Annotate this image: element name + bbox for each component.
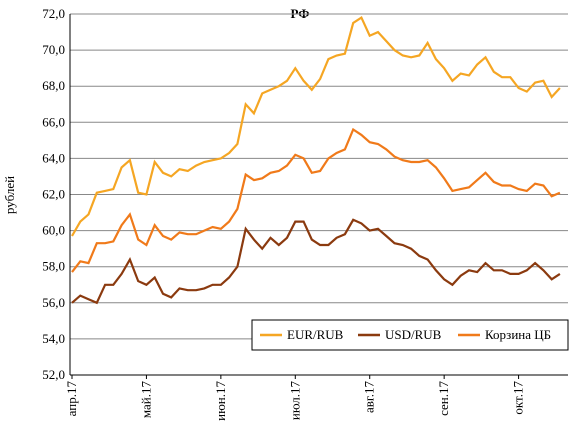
y-tick-label: 56,0: [42, 295, 65, 310]
y-tick-label: 66,0: [42, 114, 65, 129]
x-tick-label: сен.17: [436, 381, 451, 416]
y-tick-label: 64,0: [42, 150, 65, 165]
line-series: [71, 218, 561, 305]
y-tick-label: 60,0: [42, 223, 65, 238]
y-tick-label: 68,0: [42, 78, 65, 93]
legend-label: EUR/RUB: [287, 327, 344, 342]
x-tick-label: июл.17: [287, 381, 302, 421]
y-tick-label: 62,0: [42, 187, 65, 202]
legend-box: [251, 319, 569, 351]
y-tick-label: 58,0: [42, 259, 65, 274]
y-tick-label: 54,0: [42, 331, 65, 346]
y-tick-label: 72,0: [42, 6, 65, 21]
x-tick-label: окт.17: [511, 381, 526, 415]
legend-label: Корзина ЦБ: [485, 327, 551, 342]
y-tick-label: 52,0: [42, 367, 65, 382]
x-tick-label: авг.17: [362, 381, 377, 414]
x-tick-label: май.17: [138, 381, 153, 419]
legend-label: USD/RUB: [385, 327, 442, 342]
line-series: [71, 127, 561, 273]
y-axis-label: рублей: [2, 176, 17, 214]
x-tick-label: апр.17: [64, 381, 79, 417]
line-series: [71, 15, 561, 237]
y-tick-label: 70,0: [42, 42, 65, 57]
x-tick-label: июн.17: [213, 381, 228, 421]
